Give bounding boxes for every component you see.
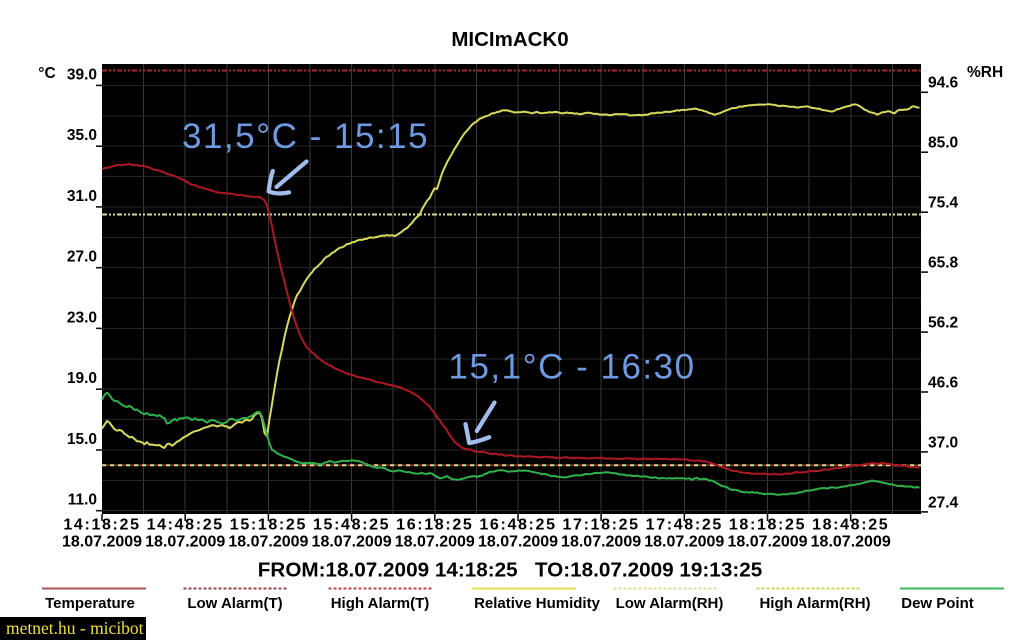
svg-text:94.6: 94.6	[928, 75, 959, 92]
svg-text:14:48:25: 14:48:25	[147, 517, 224, 534]
svg-text:37.0: 37.0	[928, 434, 958, 451]
svg-text:15:18:25: 15:18:25	[230, 517, 307, 534]
svg-text:18:18:25: 18:18:25	[729, 517, 806, 534]
svg-text:18.07.2009: 18.07.2009	[561, 534, 641, 551]
svg-text:75.4: 75.4	[928, 195, 959, 212]
svg-text:11.0: 11.0	[68, 492, 97, 509]
svg-text:°C: °C	[38, 65, 55, 82]
svg-text:18.07.2009: 18.07.2009	[145, 534, 225, 551]
svg-text:18.07.2009: 18.07.2009	[62, 534, 142, 551]
svg-text:High Alarm(RH): High Alarm(RH)	[759, 595, 870, 612]
svg-text:65.8: 65.8	[928, 255, 959, 272]
svg-text:18:48:25: 18:48:25	[812, 517, 889, 534]
svg-text:15.0: 15.0	[67, 431, 97, 448]
svg-text:Dew Point: Dew Point	[901, 595, 974, 612]
svg-text:31.0: 31.0	[67, 188, 97, 205]
svg-text:%RH: %RH	[967, 64, 1003, 81]
svg-text:16:48:25: 16:48:25	[479, 517, 556, 534]
svg-text:23.0: 23.0	[67, 309, 97, 326]
svg-text:46.6: 46.6	[928, 374, 959, 391]
svg-text:39.0: 39.0	[67, 66, 97, 83]
svg-text:18.07.2009: 18.07.2009	[395, 534, 475, 551]
svg-text:MICImACK0: MICImACK0	[451, 28, 568, 51]
svg-text:15,1°C - 16:30: 15,1°C - 16:30	[449, 348, 696, 387]
svg-text:14:18:25: 14:18:25	[63, 517, 140, 534]
svg-text:Low Alarm(T): Low Alarm(T)	[187, 595, 282, 612]
svg-text:17:18:25: 17:18:25	[562, 517, 639, 534]
svg-text:18.07.2009: 18.07.2009	[478, 534, 558, 551]
svg-text:31,5°C - 15:15: 31,5°C - 15:15	[182, 117, 429, 156]
svg-text:18.07.2009: 18.07.2009	[228, 534, 308, 551]
svg-text:18.07.2009: 18.07.2009	[644, 534, 724, 551]
svg-text:15:48:25: 15:48:25	[313, 517, 390, 534]
svg-text:27.4: 27.4	[928, 494, 959, 511]
svg-text:56.2: 56.2	[928, 315, 958, 332]
svg-text:Low Alarm(RH): Low Alarm(RH)	[616, 595, 724, 612]
svg-text:17:48:25: 17:48:25	[646, 517, 723, 534]
svg-text:35.0: 35.0	[67, 127, 97, 144]
svg-text:FROM:18.07.2009 14:18:25 TO:: FROM:18.07.2009 14:18:25 TO:18.07.2009 1…	[258, 559, 762, 582]
svg-text:Relative Humidity: Relative Humidity	[474, 595, 601, 612]
svg-text:High Alarm(T): High Alarm(T)	[331, 595, 430, 612]
svg-text:85.0: 85.0	[928, 135, 958, 152]
svg-text:Temperature: Temperature	[45, 595, 135, 612]
svg-text:18.07.2009: 18.07.2009	[727, 534, 807, 551]
svg-text:27.0: 27.0	[67, 249, 97, 266]
svg-text:18.07.2009: 18.07.2009	[312, 534, 392, 551]
svg-text:18.07.2009: 18.07.2009	[811, 534, 891, 551]
svg-text:19.0: 19.0	[67, 370, 97, 387]
svg-text:16:18:25: 16:18:25	[396, 517, 473, 534]
